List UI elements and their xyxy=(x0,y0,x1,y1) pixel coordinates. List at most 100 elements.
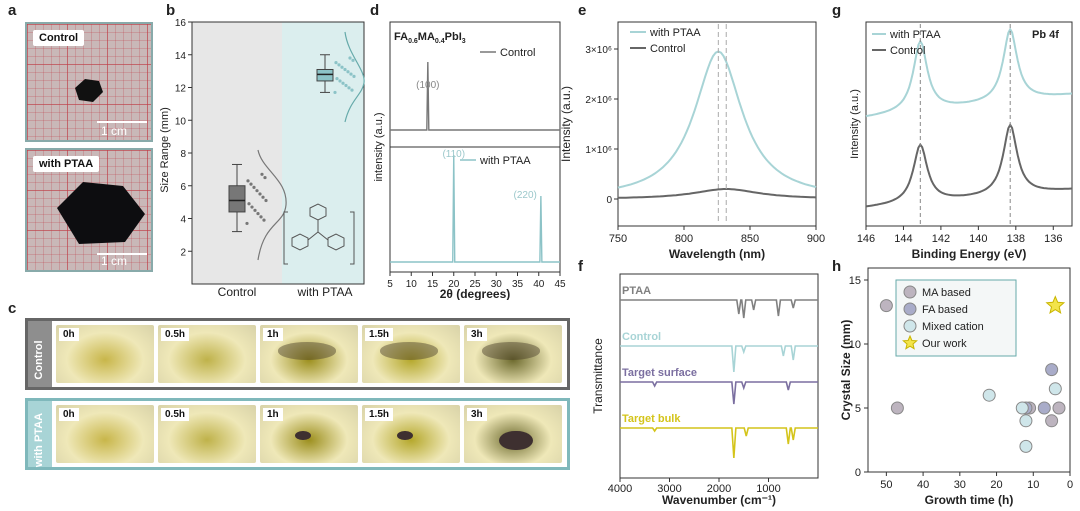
data-point xyxy=(247,202,251,206)
crystal-deposit xyxy=(397,430,413,440)
ytick-label: 5 xyxy=(855,403,861,415)
xtick-label: 142 xyxy=(932,233,950,245)
chart-f-xlabel: Wavenumber (cm⁻¹) xyxy=(662,493,776,507)
time-label: 1h xyxy=(263,328,283,341)
series-label: Control xyxy=(622,331,661,343)
vial-photo: 1.5h xyxy=(362,405,460,463)
series-line xyxy=(620,427,818,459)
xtick-label: 850 xyxy=(741,233,759,245)
xtick-label: 136 xyxy=(1044,233,1062,245)
row-label-ptaa: with PTAA xyxy=(33,412,45,468)
vial-photo: 1h xyxy=(260,325,358,383)
data-point xyxy=(1019,414,1033,428)
time-label: 0.5h xyxy=(161,408,190,421)
time-label: 0.5h xyxy=(161,328,190,341)
xtick-label: 144 xyxy=(894,233,912,245)
axes-frame xyxy=(865,21,1073,227)
series-label: PTAA xyxy=(622,285,651,297)
box-iqr xyxy=(316,68,334,82)
xtick-label: 5 xyxy=(387,279,393,290)
chart-g-ylabel: Intensity (a.u.) xyxy=(849,89,861,159)
peak-label: (220) xyxy=(514,190,537,201)
legend-marker xyxy=(903,319,917,333)
series-line xyxy=(617,50,817,189)
axes-frame xyxy=(617,21,817,227)
xtick-label: 4000 xyxy=(608,483,632,495)
series-line xyxy=(620,381,818,405)
chart-f-ylabel: Transmittance xyxy=(591,338,605,414)
panel-label-c: c xyxy=(8,300,17,317)
data-point xyxy=(879,299,893,313)
panel-label-f: f xyxy=(578,258,583,275)
time-label: 0h xyxy=(59,408,79,421)
xtick-label: 45 xyxy=(554,279,566,290)
photo-control-crystal: Control 1 cm xyxy=(25,22,153,142)
vial-row-control: Control 0h 0.5h 1h 1.5h 3h xyxy=(25,318,570,390)
control-band xyxy=(192,22,282,284)
series-line xyxy=(390,154,560,263)
data-point xyxy=(1048,382,1062,396)
data-point xyxy=(337,63,341,67)
series-line xyxy=(618,188,817,199)
ytick-label: 2 xyxy=(180,247,186,258)
control-density-curve xyxy=(257,149,287,261)
legend-label: Mixed cation xyxy=(922,321,984,333)
vial-photo: 1.5h xyxy=(362,325,460,383)
chart-d-ylabel: intensity (a.u.) xyxy=(373,112,385,181)
photo-ptaa-crystal: with PTAA 1 cm xyxy=(25,148,153,272)
data-point xyxy=(338,79,342,83)
photo-tag-ptaa: with PTAA xyxy=(33,156,100,172)
data-point xyxy=(982,388,996,402)
xtick-label: 2000 xyxy=(707,483,731,495)
data-point xyxy=(250,205,254,209)
chart-b-ylabel: Size Range (mm) xyxy=(160,107,171,193)
data-point xyxy=(249,182,253,186)
data-point xyxy=(259,215,263,219)
data-point xyxy=(1037,401,1051,415)
xtick-label: 800 xyxy=(675,233,693,245)
ytick-label: 3×10⁶ xyxy=(585,45,612,56)
data-point xyxy=(252,185,256,189)
panel-label-a: a xyxy=(8,2,17,19)
ptaa-density-curve xyxy=(344,31,365,123)
chart-d-title: FA0.6MA0.4PbI3 xyxy=(394,31,466,45)
xtick-label: 30 xyxy=(954,479,966,491)
row-side-bar xyxy=(28,401,52,467)
xtick-label: 138 xyxy=(1007,233,1025,245)
data-point xyxy=(351,58,355,62)
series-line xyxy=(620,299,818,319)
scale-bar-label: 1 cm xyxy=(101,254,128,268)
legend-control: Control xyxy=(890,45,925,57)
panel-label-g: g xyxy=(832,2,842,19)
data-point xyxy=(347,86,351,90)
crystal-deposit xyxy=(481,342,541,360)
series-line xyxy=(620,345,818,373)
ptaa-molecule-structure xyxy=(283,203,355,265)
series-label: Target surface xyxy=(622,367,697,379)
data-point xyxy=(344,83,348,88)
xtick-label: 25 xyxy=(469,279,481,290)
legend-marker xyxy=(903,302,917,316)
chart-d: FA0.6MA0.4PbI3 Control with PTAA (100) (1… xyxy=(373,21,566,300)
data-point xyxy=(1015,401,1029,415)
ytick-label: 6 xyxy=(180,182,186,193)
peak-label: (110) xyxy=(442,149,465,160)
panel-label-d: d xyxy=(370,2,380,19)
ytick-label: 8 xyxy=(180,149,186,160)
data-point xyxy=(350,88,354,92)
series-line xyxy=(390,61,560,131)
legend-ptaa: with PTAA xyxy=(479,155,531,167)
xtick-label: 140 xyxy=(969,233,987,245)
ytick-label: 0 xyxy=(606,195,612,206)
legend-control: Control xyxy=(650,43,685,55)
ytick-label: 15 xyxy=(849,275,861,287)
data-point xyxy=(260,172,264,176)
data-point xyxy=(263,175,267,180)
ytick-label: 1×10⁶ xyxy=(585,145,612,156)
legend-control: Control xyxy=(500,47,535,59)
data-point xyxy=(1045,414,1059,428)
ytick-label: 16 xyxy=(175,18,187,29)
series-line xyxy=(865,27,1073,118)
xtick-label: 146 xyxy=(857,233,875,245)
